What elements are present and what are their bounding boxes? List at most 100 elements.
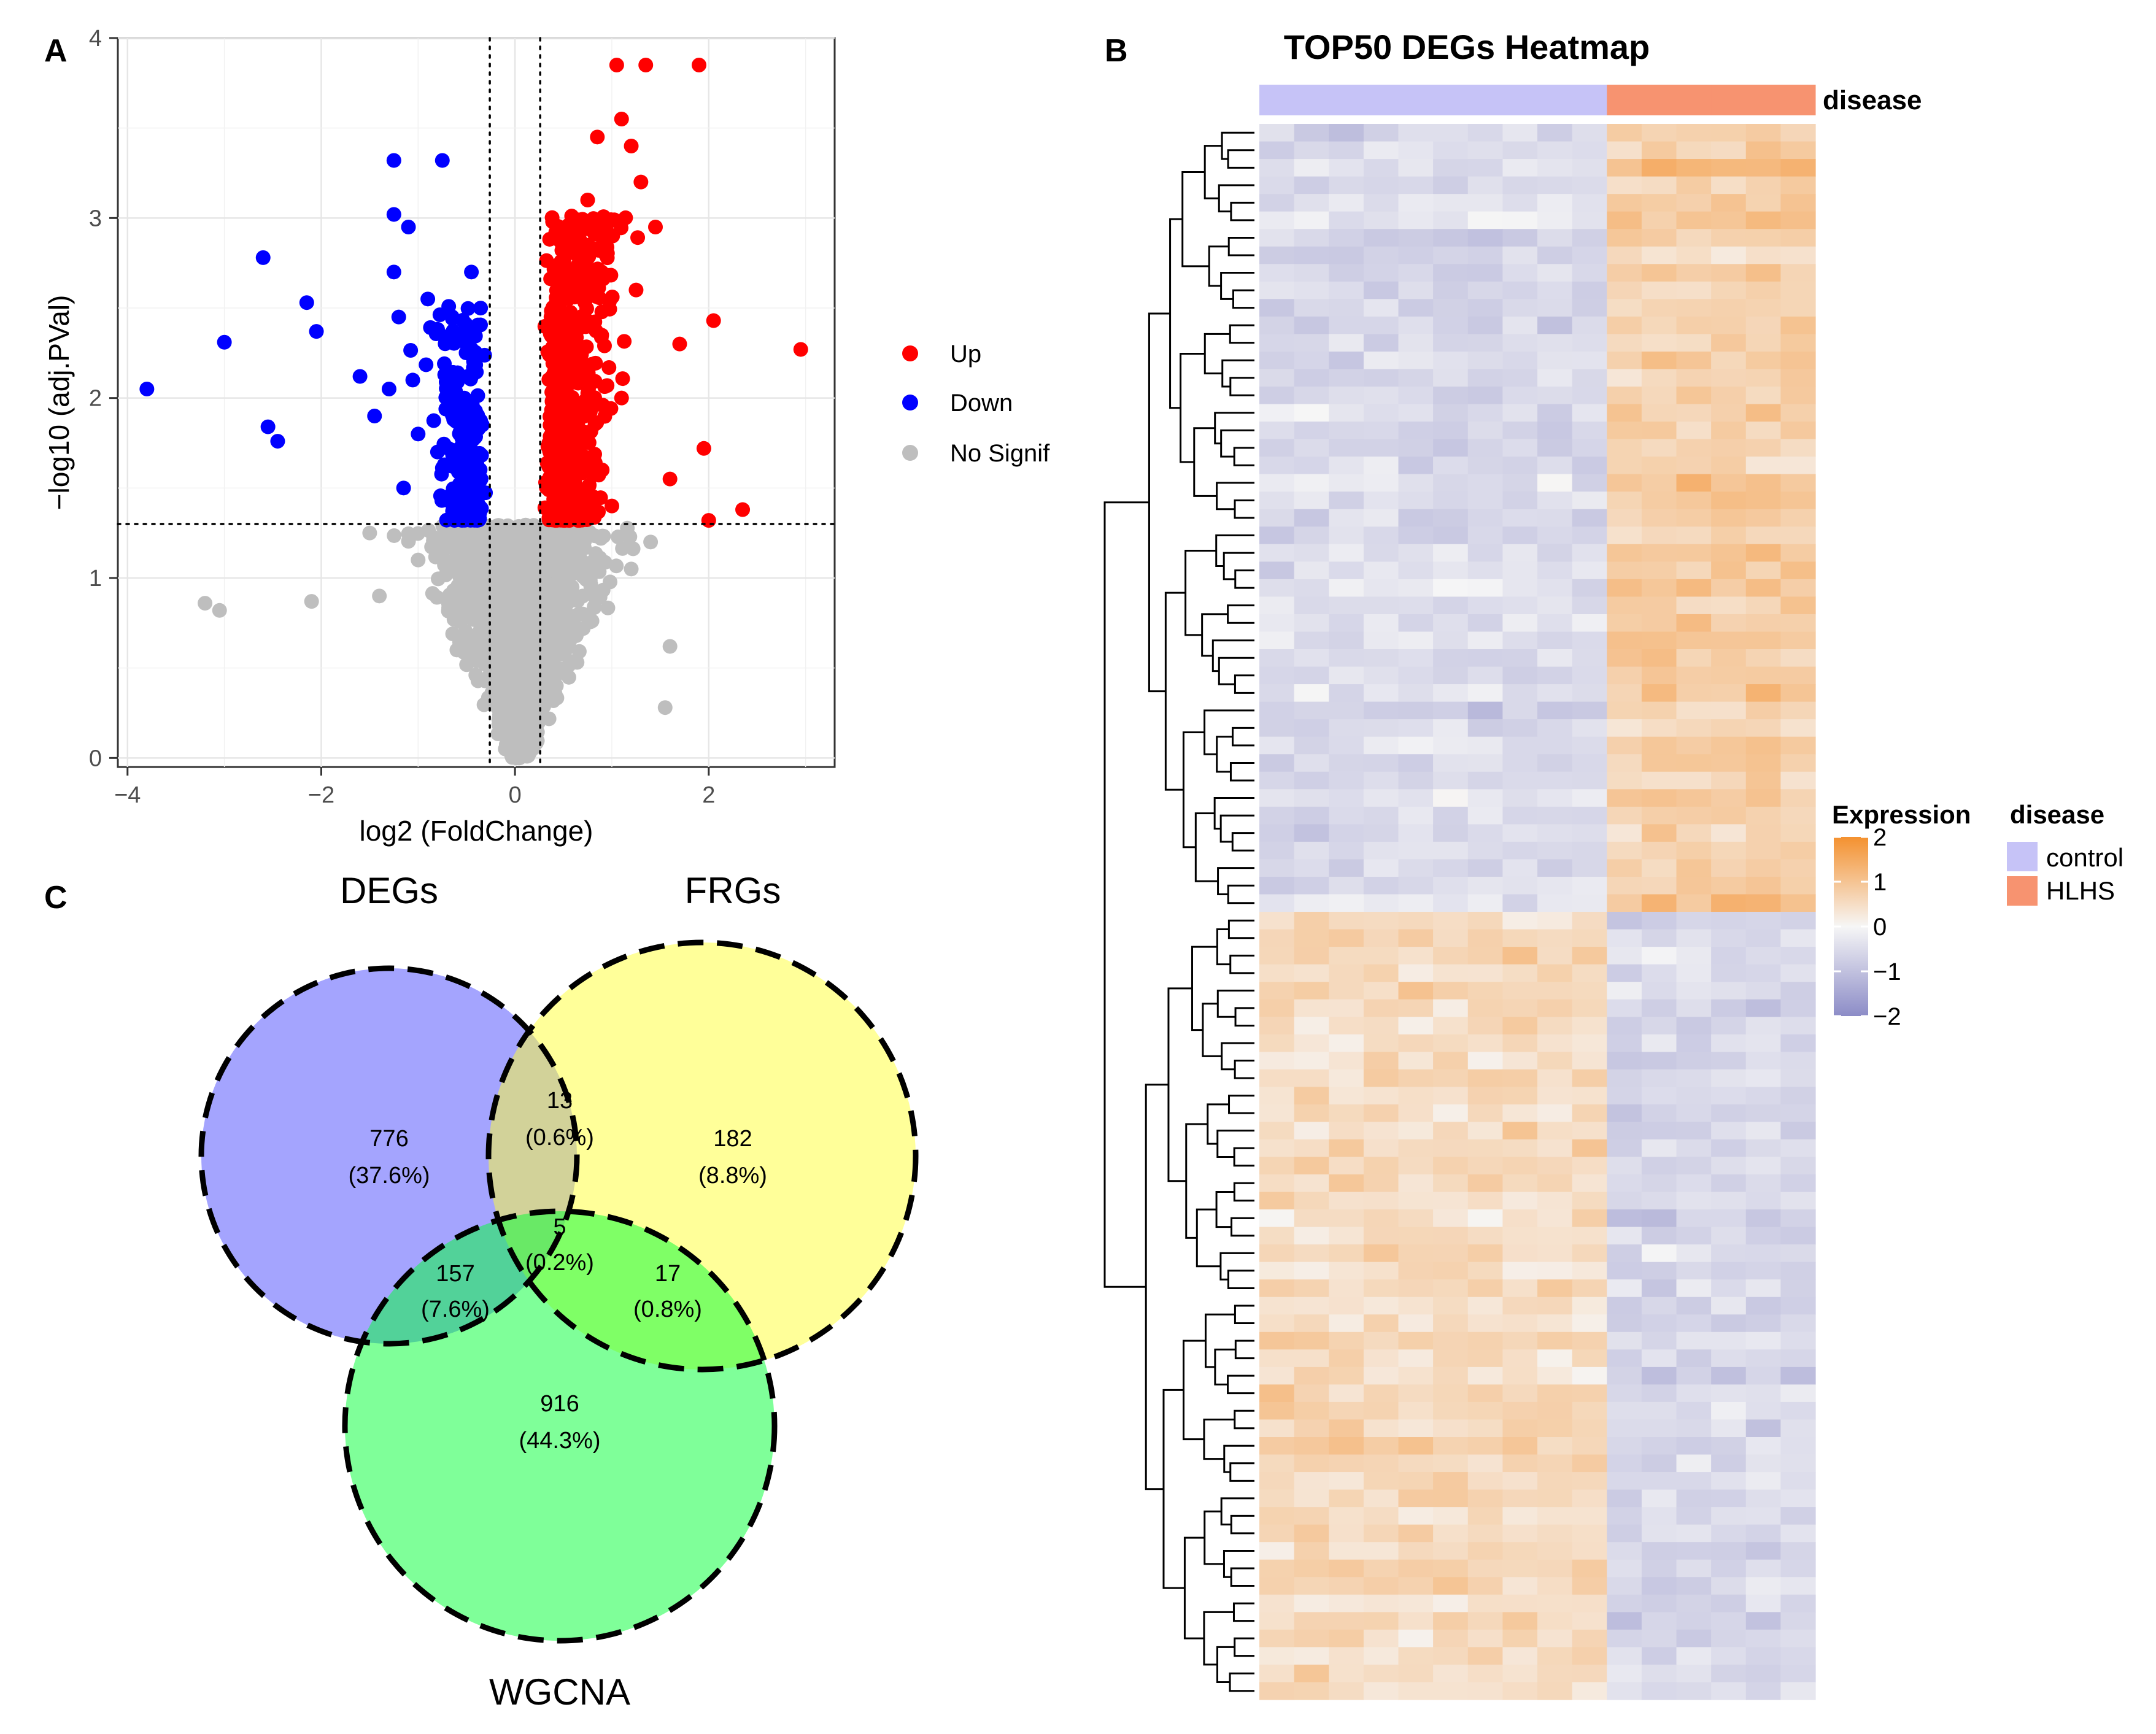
heatmap-cell (1711, 1279, 1747, 1298)
heatmap-cell (1294, 806, 1329, 825)
heatmap-cell (1711, 771, 1747, 790)
nosig-point (503, 711, 518, 726)
volcano-point (662, 471, 678, 487)
heatmap-cell (1572, 1366, 1607, 1385)
dendrogram-branch (1215, 534, 1254, 567)
heatmap-cell (1676, 404, 1712, 422)
heatmap-cell (1467, 439, 1503, 457)
heatmap-cell (1745, 1419, 1781, 1438)
heatmap-cell (1537, 1139, 1573, 1158)
heatmap-cell (1537, 982, 1573, 1000)
heatmap-cell (1363, 1227, 1399, 1245)
heatmap-cell (1641, 1174, 1677, 1193)
heatmap-cell (1641, 1664, 1677, 1683)
heatmap-cell (1711, 246, 1747, 264)
heatmap-cell (1467, 1017, 1503, 1035)
volcano-point (411, 552, 426, 568)
heatmap-cell (1607, 1419, 1642, 1438)
heatmap-cell (1398, 1542, 1434, 1560)
heatmap-cell (1398, 1629, 1434, 1647)
dendrogram-branch (1203, 1611, 1234, 1666)
heatmap-cell (1780, 614, 1816, 633)
heatmap-cell (1572, 736, 1607, 755)
heatmap-cell (1467, 1682, 1503, 1700)
venn-circles (198, 939, 919, 1644)
heatmap-cell (1607, 859, 1642, 877)
heatmap-cell (1502, 1244, 1538, 1263)
heatmap-cell (1711, 544, 1747, 562)
heatmap-cell (1398, 491, 1434, 510)
heatmap-cell (1467, 1366, 1503, 1385)
dendrogram-branch (1213, 797, 1254, 830)
dendrogram-branch (1191, 946, 1218, 1031)
heatmap-cell (1780, 474, 1816, 492)
volcano-point (478, 696, 493, 712)
heatmap-cell (1259, 1577, 1295, 1595)
heatmap-cell (1745, 1366, 1781, 1385)
heatmap-cell (1259, 316, 1295, 334)
heatmap-cell (1745, 299, 1781, 317)
heatmap-cell (1398, 789, 1434, 807)
heatmap-cell (1398, 124, 1434, 142)
nosig-point (484, 685, 500, 701)
heatmap-cell (1607, 1612, 1642, 1630)
heatmap-cell (1745, 1157, 1781, 1175)
heatmap-cell (1572, 1349, 1607, 1368)
volcano-point (541, 436, 557, 450)
heatmap-cell (1398, 404, 1434, 422)
heatmap-cell (1607, 1594, 1642, 1613)
heatmap-cells (1259, 124, 1816, 1700)
heatmap-cell (1780, 1629, 1816, 1647)
down-point (455, 512, 471, 528)
heatmap-cell (1745, 211, 1781, 229)
heatmap-cell (1398, 1279, 1434, 1298)
heatmap-cell (1711, 194, 1747, 212)
heatmap-cell (1294, 387, 1329, 405)
heatmap-cell (1676, 1594, 1712, 1613)
heatmap-cell (1711, 369, 1747, 387)
heatmap-cell (1537, 806, 1573, 825)
heatmap-cell (1780, 666, 1816, 685)
heatmap-cell (1711, 281, 1747, 299)
heatmap-cell (1433, 474, 1469, 492)
heatmap-cell (1433, 1489, 1469, 1508)
volcano-point (372, 588, 387, 604)
heatmap-cell (1467, 596, 1503, 615)
heatmap-cell (1294, 439, 1329, 457)
heatmap-cell (1780, 1209, 1816, 1228)
nosig-point (534, 558, 549, 574)
heatmap-cell (1294, 701, 1329, 720)
heatmap-cell (1745, 824, 1781, 842)
heatmap-cell (1711, 1472, 1747, 1490)
heatmap-cell (1363, 1331, 1399, 1350)
heatmap-cell (1467, 1664, 1503, 1683)
dendrogram-branch (1183, 1536, 1205, 1640)
heatmap-cell (1676, 964, 1712, 982)
heatmap-cell (1502, 596, 1538, 615)
venn-degs-wgcna-count: 157 (436, 1261, 474, 1287)
heatmap-cell (1711, 982, 1747, 1000)
down-point (473, 301, 489, 316)
dendrogram-branch (1234, 499, 1254, 519)
heatmap-cell (1641, 1017, 1677, 1035)
heatmap-cell (1641, 334, 1677, 352)
heatmap-cell (1433, 929, 1469, 947)
heatmap-cell (1294, 1174, 1329, 1193)
heatmap-cell (1607, 176, 1642, 195)
heatmap-cell (1537, 701, 1573, 720)
heatmap-cell (1502, 334, 1538, 352)
dendrogram-branch (1230, 201, 1254, 222)
heatmap-cell (1537, 859, 1573, 877)
heatmap-cell (1780, 1489, 1816, 1508)
heatmap-cell (1363, 404, 1399, 422)
heatmap-cell (1329, 1087, 1364, 1105)
heatmap-cell (1641, 1122, 1677, 1140)
heatmap-cell (1294, 1489, 1329, 1508)
heatmap-cell (1294, 1034, 1329, 1052)
heatmap-cell (1502, 1017, 1538, 1035)
heatmap-cell (1294, 457, 1329, 475)
heatmap-cell (1259, 1349, 1295, 1368)
heatmap-cell (1363, 194, 1399, 212)
heatmap-cell (1572, 316, 1607, 334)
heatmap-cell (1467, 736, 1503, 755)
